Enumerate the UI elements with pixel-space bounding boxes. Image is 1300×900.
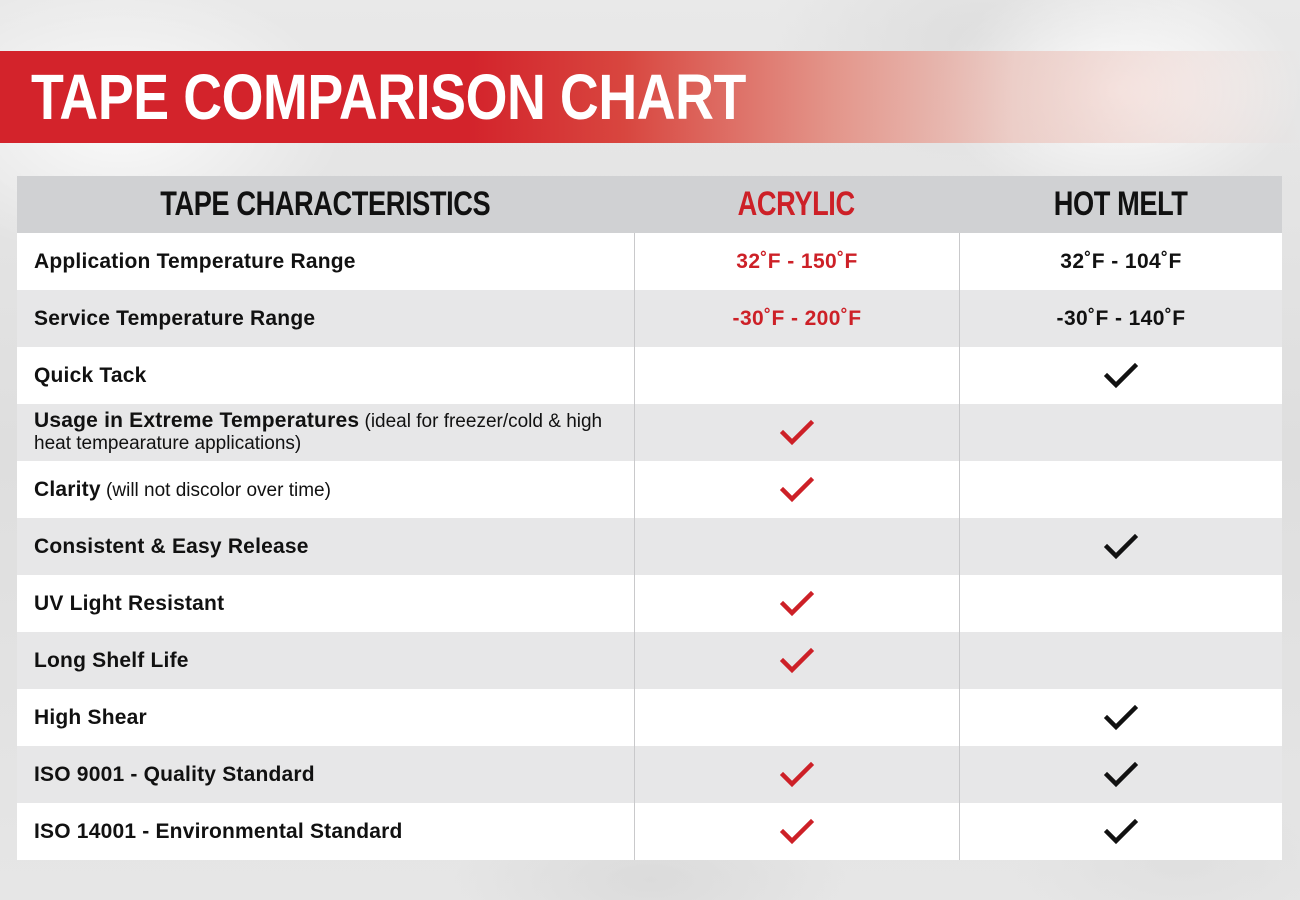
characteristic-label: Usage in Extreme Temperatures (ideal for… xyxy=(34,410,634,454)
comparison-table: TAPE CHARACTERISTICS ACRYLIC HOT MELT Ap… xyxy=(17,176,1282,860)
header-acrylic: ACRYLIC xyxy=(737,185,856,223)
page-title: TAPE COMPARISON CHART xyxy=(31,61,746,133)
hot-melt-cell xyxy=(959,632,1282,689)
characteristic-name: Quick Tack xyxy=(34,364,147,387)
characteristic-name: High Shear xyxy=(34,706,147,729)
characteristic-cell: High Shear xyxy=(17,689,634,746)
characteristic-name: Service Temperature Range xyxy=(34,307,316,330)
hot-melt-value: 32˚F - 104˚F xyxy=(1060,249,1182,273)
acrylic-check-icon xyxy=(780,818,814,844)
characteristic-label: Long Shelf Life xyxy=(34,650,189,671)
table-row: UV Light Resistant xyxy=(17,575,1282,632)
characteristic-name: Clarity xyxy=(34,477,101,501)
table-row: Application Temperature Range 32˚F - 150˚… xyxy=(17,233,1282,290)
characteristic-cell: UV Light Resistant xyxy=(17,575,634,632)
acrylic-check-icon xyxy=(780,647,814,673)
acrylic-cell xyxy=(634,746,959,803)
hot-melt-cell xyxy=(959,518,1282,575)
hot-melt-check-icon xyxy=(1104,704,1138,730)
characteristic-label: ISO 14001 - Environmental Standard xyxy=(34,821,403,842)
characteristic-label: UV Light Resistant xyxy=(34,593,224,614)
characteristic-cell: ISO 9001 - Quality Standard xyxy=(17,746,634,803)
characteristic-cell: Clarity (will not discolor over time) xyxy=(17,461,634,518)
acrylic-check-icon xyxy=(780,590,814,616)
table-row: Service Temperature Range -30˚F - 200˚F -3… xyxy=(17,290,1282,347)
acrylic-cell xyxy=(634,803,959,860)
hot-melt-cell: 32˚F - 104˚F xyxy=(959,233,1282,290)
characteristic-label: Service Temperature Range xyxy=(34,308,315,329)
acrylic-cell xyxy=(634,347,959,404)
acrylic-check-icon xyxy=(780,476,814,502)
acrylic-cell xyxy=(634,518,959,575)
hot-melt-cell xyxy=(959,746,1282,803)
acrylic-check-icon xyxy=(780,761,814,787)
hot-melt-check-icon xyxy=(1104,362,1138,388)
characteristic-cell: ISO 14001 - Environmental Standard xyxy=(17,803,634,860)
characteristic-cell: Long Shelf Life xyxy=(17,632,634,689)
hot-melt-cell xyxy=(959,689,1282,746)
acrylic-value: 32˚F - 150˚F xyxy=(736,249,858,273)
acrylic-value: -30˚F - 200˚F xyxy=(732,306,862,330)
characteristic-name: ISO 14001 - Environmental Standard xyxy=(34,820,403,843)
acrylic-cell xyxy=(634,575,959,632)
characteristic-label: ISO 9001 - Quality Standard xyxy=(34,764,315,785)
hot-melt-cell xyxy=(959,461,1282,518)
hot-melt-check-icon xyxy=(1104,533,1138,559)
characteristic-name: Consistent & Easy Release xyxy=(34,535,309,558)
hot-melt-cell xyxy=(959,575,1282,632)
characteristic-name: Application Temperature Range xyxy=(34,250,356,273)
hot-melt-cell xyxy=(959,404,1282,461)
characteristic-name: ISO 9001 - Quality Standard xyxy=(34,763,315,786)
characteristic-cell: Application Temperature Range xyxy=(17,233,634,290)
characteristic-cell: Consistent & Easy Release xyxy=(17,518,634,575)
header-cell-characteristics: TAPE CHARACTERISTICS xyxy=(17,176,634,233)
hot-melt-cell xyxy=(959,803,1282,860)
header-characteristics: TAPE CHARACTERISTICS xyxy=(160,185,491,223)
table-row: ISO 9001 - Quality Standard xyxy=(17,746,1282,803)
table-row: Long Shelf Life xyxy=(17,632,1282,689)
table-body: Application Temperature Range 32˚F - 150˚… xyxy=(17,233,1282,860)
characteristic-note: (ideal for freezer/cold & high heat temp… xyxy=(34,410,603,454)
table-row: High Shear xyxy=(17,689,1282,746)
header-cell-acrylic: ACRYLIC xyxy=(634,176,959,233)
characteristic-name: Long Shelf Life xyxy=(34,649,189,672)
characteristic-cell: Quick Tack xyxy=(17,347,634,404)
header-cell-hot-melt: HOT MELT xyxy=(959,176,1282,233)
header-hot-melt: HOT MELT xyxy=(1053,185,1188,223)
table-header-row: TAPE CHARACTERISTICS ACRYLIC HOT MELT xyxy=(17,176,1282,233)
characteristic-label: High Shear xyxy=(34,707,147,728)
table-row: Quick Tack xyxy=(17,347,1282,404)
hot-melt-cell xyxy=(959,347,1282,404)
hot-melt-check-icon xyxy=(1104,761,1138,787)
characteristic-label: Consistent & Easy Release xyxy=(34,536,309,557)
acrylic-cell xyxy=(634,689,959,746)
acrylic-check-icon xyxy=(780,419,814,445)
hot-melt-cell: -30˚F - 140˚F xyxy=(959,290,1282,347)
acrylic-cell xyxy=(634,632,959,689)
table-row: Clarity (will not discolor over time) xyxy=(17,461,1282,518)
characteristic-cell: Usage in Extreme Temperatures (ideal for… xyxy=(17,404,634,461)
hot-melt-check-icon xyxy=(1104,818,1138,844)
acrylic-cell: 32˚F - 150˚F xyxy=(634,233,959,290)
characteristic-label: Clarity (will not discolor over time) xyxy=(34,479,331,501)
acrylic-cell: -30˚F - 200˚F xyxy=(634,290,959,347)
characteristic-name: UV Light Resistant xyxy=(34,592,225,615)
acrylic-cell xyxy=(634,404,959,461)
characteristic-cell: Service Temperature Range xyxy=(17,290,634,347)
table-row: Consistent & Easy Release xyxy=(17,518,1282,575)
characteristic-note: (will not discolor over time) xyxy=(100,479,331,501)
table-row: ISO 14001 - Environmental Standard xyxy=(17,803,1282,860)
title-banner: TAPE COMPARISON CHART xyxy=(0,51,1300,143)
hot-melt-value: -30˚F - 140˚F xyxy=(1056,306,1186,330)
acrylic-cell xyxy=(634,461,959,518)
table-row: Usage in Extreme Temperatures (ideal for… xyxy=(17,404,1282,461)
characteristic-label: Quick Tack xyxy=(34,365,147,386)
characteristic-label: Application Temperature Range xyxy=(34,251,356,272)
characteristic-name: Usage in Extreme Temperatures xyxy=(34,408,360,432)
